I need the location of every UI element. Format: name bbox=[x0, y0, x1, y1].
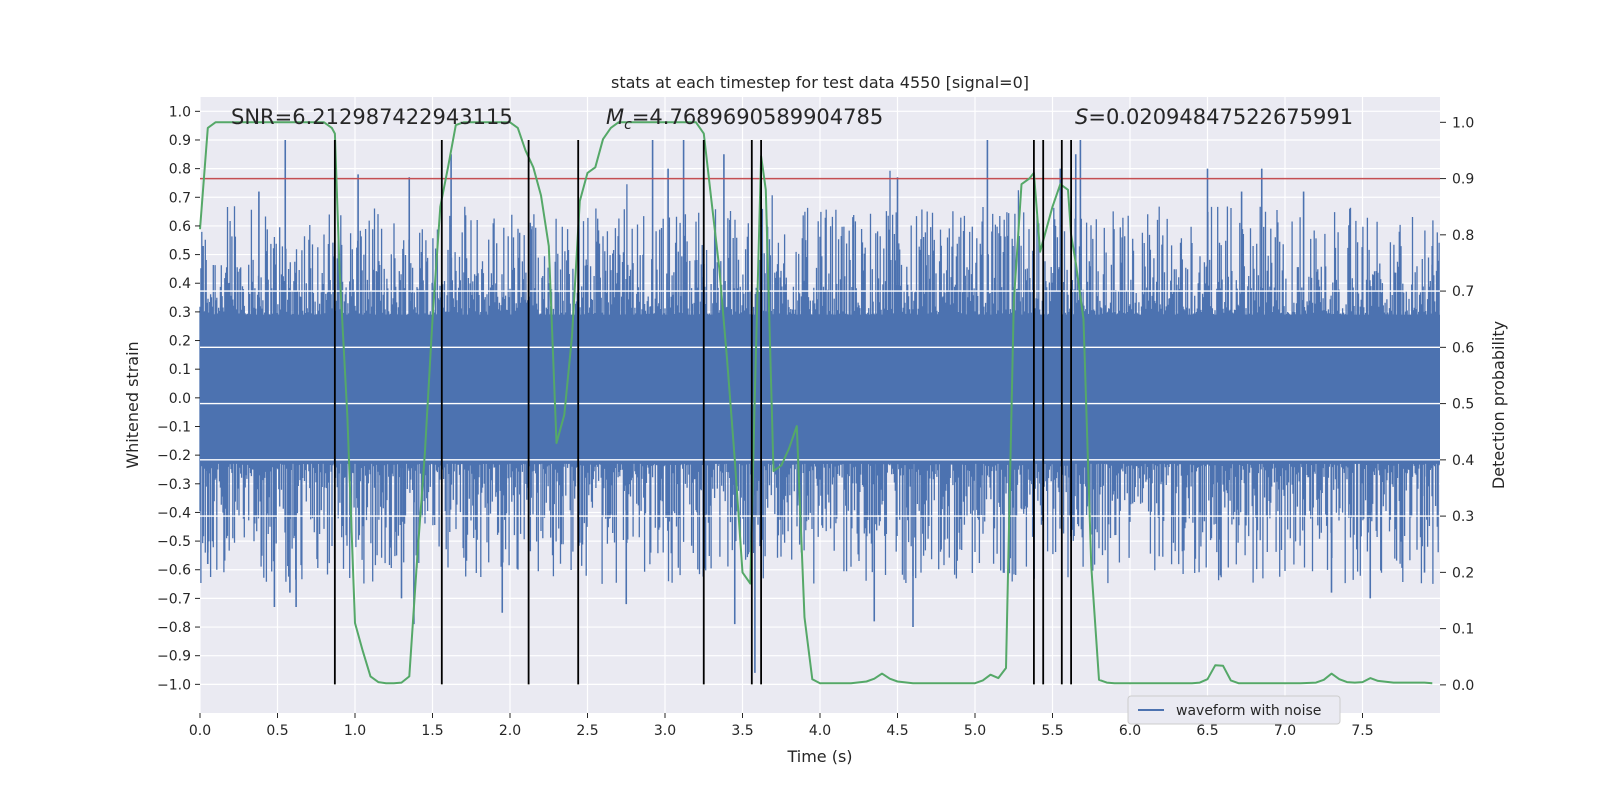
y-tick-label: 0.1 bbox=[169, 362, 191, 378]
y2-tick-label: 0.0 bbox=[1452, 678, 1474, 694]
y-tick-label: 0.8 bbox=[169, 162, 191, 178]
y-tick-label: −0.2 bbox=[157, 448, 191, 464]
mc-value: =4.7689690589904785 bbox=[632, 105, 883, 129]
y-tick-label: 0.9 bbox=[169, 133, 191, 149]
y-tick-label: −0.9 bbox=[157, 649, 191, 665]
y-tick-label: 0.2 bbox=[169, 334, 191, 350]
x-tick-label: 6.5 bbox=[1196, 723, 1218, 739]
y-tick-label: −0.5 bbox=[157, 534, 191, 550]
legend: waveform with noise bbox=[1127, 695, 1341, 725]
chart-title: stats at each timestep for test data 455… bbox=[611, 73, 1029, 92]
x-tick-label: 0.5 bbox=[266, 723, 288, 739]
y2-tick-label: 0.1 bbox=[1452, 622, 1474, 638]
y-tick-label: 0.6 bbox=[169, 219, 191, 235]
y-tick-label: 1.0 bbox=[169, 104, 191, 120]
x-tick-label: 2.5 bbox=[576, 723, 598, 739]
mc-subscript: c bbox=[624, 117, 632, 133]
x-axis-label: Time (s) bbox=[786, 747, 852, 766]
y-tick-label: 0.4 bbox=[169, 276, 191, 292]
legend-label: waveform with noise bbox=[1176, 703, 1321, 719]
y-tick-label: −0.6 bbox=[157, 563, 191, 579]
y2-tick-label: 0.5 bbox=[1452, 397, 1474, 413]
y-tick-label: 0.5 bbox=[169, 248, 191, 264]
y-tick-label: −0.4 bbox=[157, 505, 191, 521]
s-annotation: S=0.02094847522675991 bbox=[1075, 105, 1353, 129]
detection-markers bbox=[333, 139, 1072, 685]
y-tick-label: −0.1 bbox=[157, 419, 191, 435]
y-tick-label: −1.0 bbox=[157, 677, 191, 693]
axes: 0.0 0.5 1.0 1.5 2.0 2.5 3.0 3.5 4.0 4.5 5.0 5.5 6.0 6… bbox=[157, 104, 1474, 739]
s-symbol: S bbox=[1075, 105, 1088, 129]
y2-tick-label: 0.3 bbox=[1452, 509, 1474, 525]
s-value: =0.02094847522675991 bbox=[1088, 105, 1353, 129]
y2-tick-label: 0.4 bbox=[1452, 453, 1474, 469]
y2-tick-label: 0.9 bbox=[1452, 172, 1474, 188]
x-tick-label: 5.0 bbox=[964, 723, 986, 739]
y2-tick-label: 0.7 bbox=[1452, 284, 1474, 300]
snr-annotation: SNR=6.212987422943115 bbox=[231, 105, 513, 129]
y-tick-label: −0.7 bbox=[157, 591, 191, 607]
x-tick-label: 2.0 bbox=[499, 723, 521, 739]
x-tick-label: 7.0 bbox=[1274, 723, 1296, 739]
y2-tick-label: 0.6 bbox=[1452, 340, 1474, 356]
x-tick-label: 7.5 bbox=[1351, 723, 1373, 739]
x-tick-label: 5.5 bbox=[1041, 723, 1063, 739]
x-tick-label: 1.5 bbox=[421, 723, 443, 739]
y-tick-label: −0.8 bbox=[157, 620, 191, 636]
y-tick-label: 0.7 bbox=[169, 190, 191, 206]
waveform-series bbox=[199, 139, 1440, 673]
x-tick-label: 0.0 bbox=[189, 723, 211, 739]
probability-series bbox=[199, 121, 1433, 685]
y2-axis-label: Detection probability bbox=[1489, 321, 1508, 489]
y-tick-label: 0.3 bbox=[169, 305, 191, 321]
y2-tick-label: 0.8 bbox=[1452, 228, 1474, 244]
y-axis-label: Whitened strain bbox=[123, 341, 142, 468]
x-tick-label: 3.0 bbox=[654, 723, 676, 739]
probability-line bbox=[199, 121, 1433, 685]
chirp-mass-annotation: Mc=4.7689690589904785 bbox=[606, 105, 883, 133]
x-tick-label: 4.0 bbox=[809, 723, 831, 739]
y-tick-label: −0.3 bbox=[157, 477, 191, 493]
y2-tick-label: 1.0 bbox=[1452, 115, 1474, 131]
x-tick-label: 3.5 bbox=[731, 723, 753, 739]
y2-tick-label: 0.2 bbox=[1452, 565, 1474, 581]
x-tick-label: 1.0 bbox=[344, 723, 366, 739]
x-tick-label: 6.0 bbox=[1119, 723, 1141, 739]
y-tick-label: 0.0 bbox=[169, 391, 191, 407]
legend-box bbox=[1127, 695, 1341, 725]
mc-symbol: M bbox=[606, 105, 624, 129]
x-tick-label: 4.5 bbox=[886, 723, 908, 739]
